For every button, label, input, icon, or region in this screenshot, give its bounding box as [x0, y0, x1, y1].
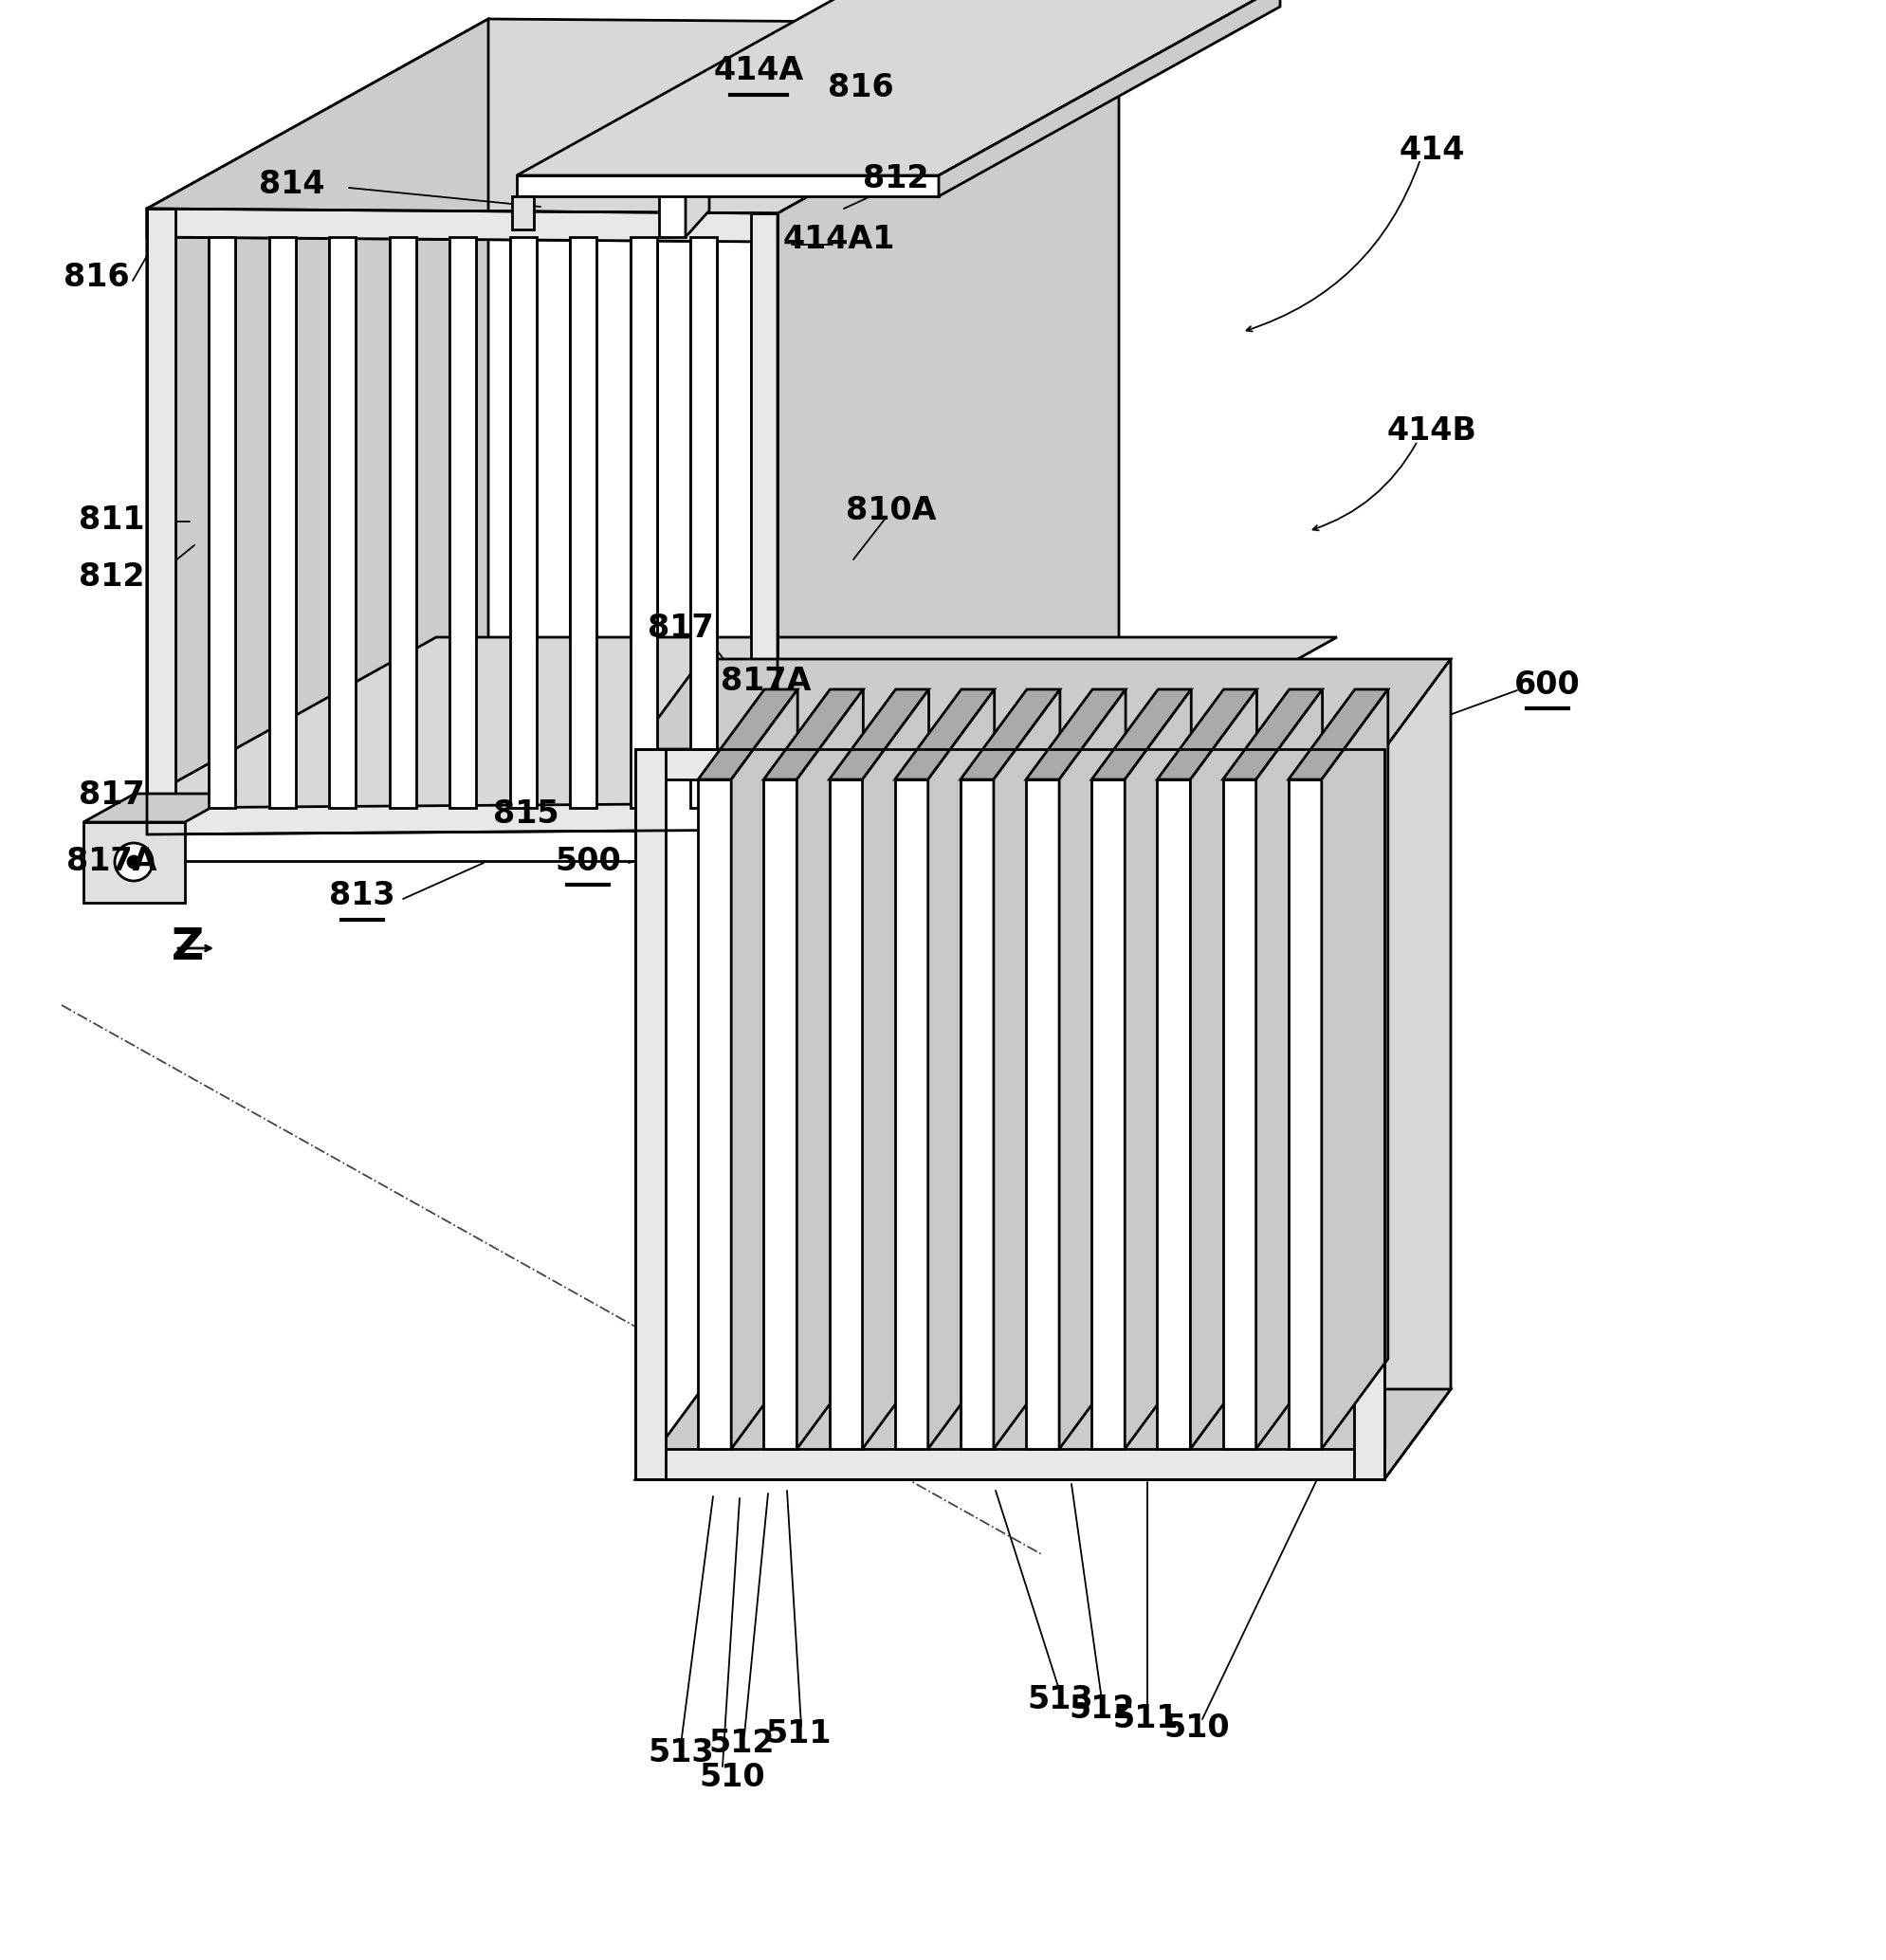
Polygon shape [147, 20, 488, 835]
Polygon shape [960, 780, 994, 1448]
Text: 812: 812 [864, 163, 930, 194]
Polygon shape [636, 749, 1384, 1480]
Polygon shape [1092, 690, 1192, 780]
Polygon shape [1060, 690, 1126, 1448]
Polygon shape [509, 237, 538, 808]
Polygon shape [690, 237, 717, 808]
Text: 813: 813 [330, 880, 396, 911]
Text: Z: Z [172, 927, 204, 970]
Polygon shape [798, 690, 864, 1448]
Circle shape [128, 857, 140, 868]
Polygon shape [94, 827, 996, 860]
Polygon shape [732, 690, 798, 1448]
Polygon shape [147, 20, 1118, 214]
Text: 512: 512 [709, 1727, 775, 1758]
Polygon shape [1322, 690, 1388, 1448]
Polygon shape [636, 749, 666, 1480]
Polygon shape [147, 208, 175, 835]
Polygon shape [894, 780, 928, 1448]
Polygon shape [570, 237, 596, 808]
Polygon shape [1288, 780, 1322, 1448]
Text: 817: 817 [647, 612, 713, 643]
Polygon shape [209, 237, 236, 808]
Polygon shape [1158, 690, 1256, 780]
Polygon shape [1354, 749, 1384, 1480]
Text: 510: 510 [1164, 1711, 1230, 1742]
Circle shape [845, 833, 885, 870]
Text: 414A: 414A [713, 55, 803, 86]
Text: 513: 513 [647, 1737, 713, 1768]
Polygon shape [390, 237, 417, 808]
Text: 817A: 817A [720, 664, 811, 696]
Polygon shape [636, 749, 1384, 780]
Polygon shape [939, 0, 1281, 196]
Polygon shape [764, 780, 798, 1448]
Polygon shape [94, 637, 1337, 827]
Circle shape [860, 847, 871, 857]
Polygon shape [147, 208, 777, 241]
Polygon shape [809, 811, 922, 894]
Polygon shape [1384, 659, 1450, 1480]
Polygon shape [1026, 690, 1126, 780]
Circle shape [115, 843, 153, 880]
Polygon shape [658, 88, 709, 114]
Polygon shape [698, 780, 732, 1448]
Polygon shape [83, 794, 236, 821]
Polygon shape [1158, 780, 1190, 1448]
Polygon shape [636, 659, 1450, 749]
Polygon shape [636, 1448, 1384, 1480]
Text: 816: 816 [828, 73, 894, 102]
Polygon shape [830, 690, 928, 780]
Text: 414: 414 [1399, 133, 1465, 165]
Text: 817: 817 [79, 778, 145, 809]
Text: 513: 513 [1028, 1684, 1094, 1715]
Text: 600: 600 [1514, 668, 1580, 700]
Text: 817A: 817A [66, 845, 157, 876]
Polygon shape [517, 0, 1281, 176]
Polygon shape [83, 821, 185, 904]
Text: 414B: 414B [1386, 416, 1477, 447]
Polygon shape [1092, 780, 1124, 1448]
Polygon shape [270, 237, 296, 808]
Text: 500: 500 [554, 845, 620, 876]
Polygon shape [517, 176, 939, 196]
Polygon shape [698, 690, 798, 780]
Polygon shape [511, 196, 534, 229]
Text: 812: 812 [79, 561, 145, 592]
Text: 811: 811 [79, 504, 145, 535]
Polygon shape [451, 237, 477, 808]
Text: 814: 814 [258, 169, 324, 200]
Text: 414A1: 414A1 [783, 223, 896, 255]
Text: 816: 816 [64, 261, 130, 292]
Polygon shape [928, 690, 994, 1448]
Polygon shape [1222, 780, 1256, 1448]
Polygon shape [751, 214, 777, 829]
Text: 511: 511 [1113, 1703, 1179, 1735]
Polygon shape [960, 690, 1060, 780]
Polygon shape [1124, 690, 1192, 1448]
Text: 510: 510 [700, 1762, 766, 1793]
Polygon shape [330, 237, 356, 808]
Polygon shape [1288, 690, 1388, 780]
Polygon shape [1222, 690, 1322, 780]
Polygon shape [1256, 690, 1322, 1448]
Polygon shape [994, 690, 1060, 1448]
Text: 810A: 810A [847, 494, 937, 525]
Text: 512: 512 [1069, 1693, 1135, 1725]
Polygon shape [1026, 780, 1060, 1448]
Polygon shape [809, 788, 962, 811]
Polygon shape [636, 1390, 1450, 1480]
Polygon shape [862, 690, 928, 1448]
Polygon shape [764, 690, 864, 780]
Polygon shape [630, 237, 656, 808]
Text: 815: 815 [494, 798, 560, 829]
Polygon shape [894, 690, 994, 780]
Polygon shape [147, 804, 777, 835]
Polygon shape [1190, 690, 1256, 1448]
Text: 511: 511 [766, 1717, 832, 1748]
Polygon shape [830, 780, 862, 1448]
Polygon shape [777, 24, 1118, 829]
Polygon shape [658, 114, 685, 237]
Polygon shape [685, 88, 709, 237]
